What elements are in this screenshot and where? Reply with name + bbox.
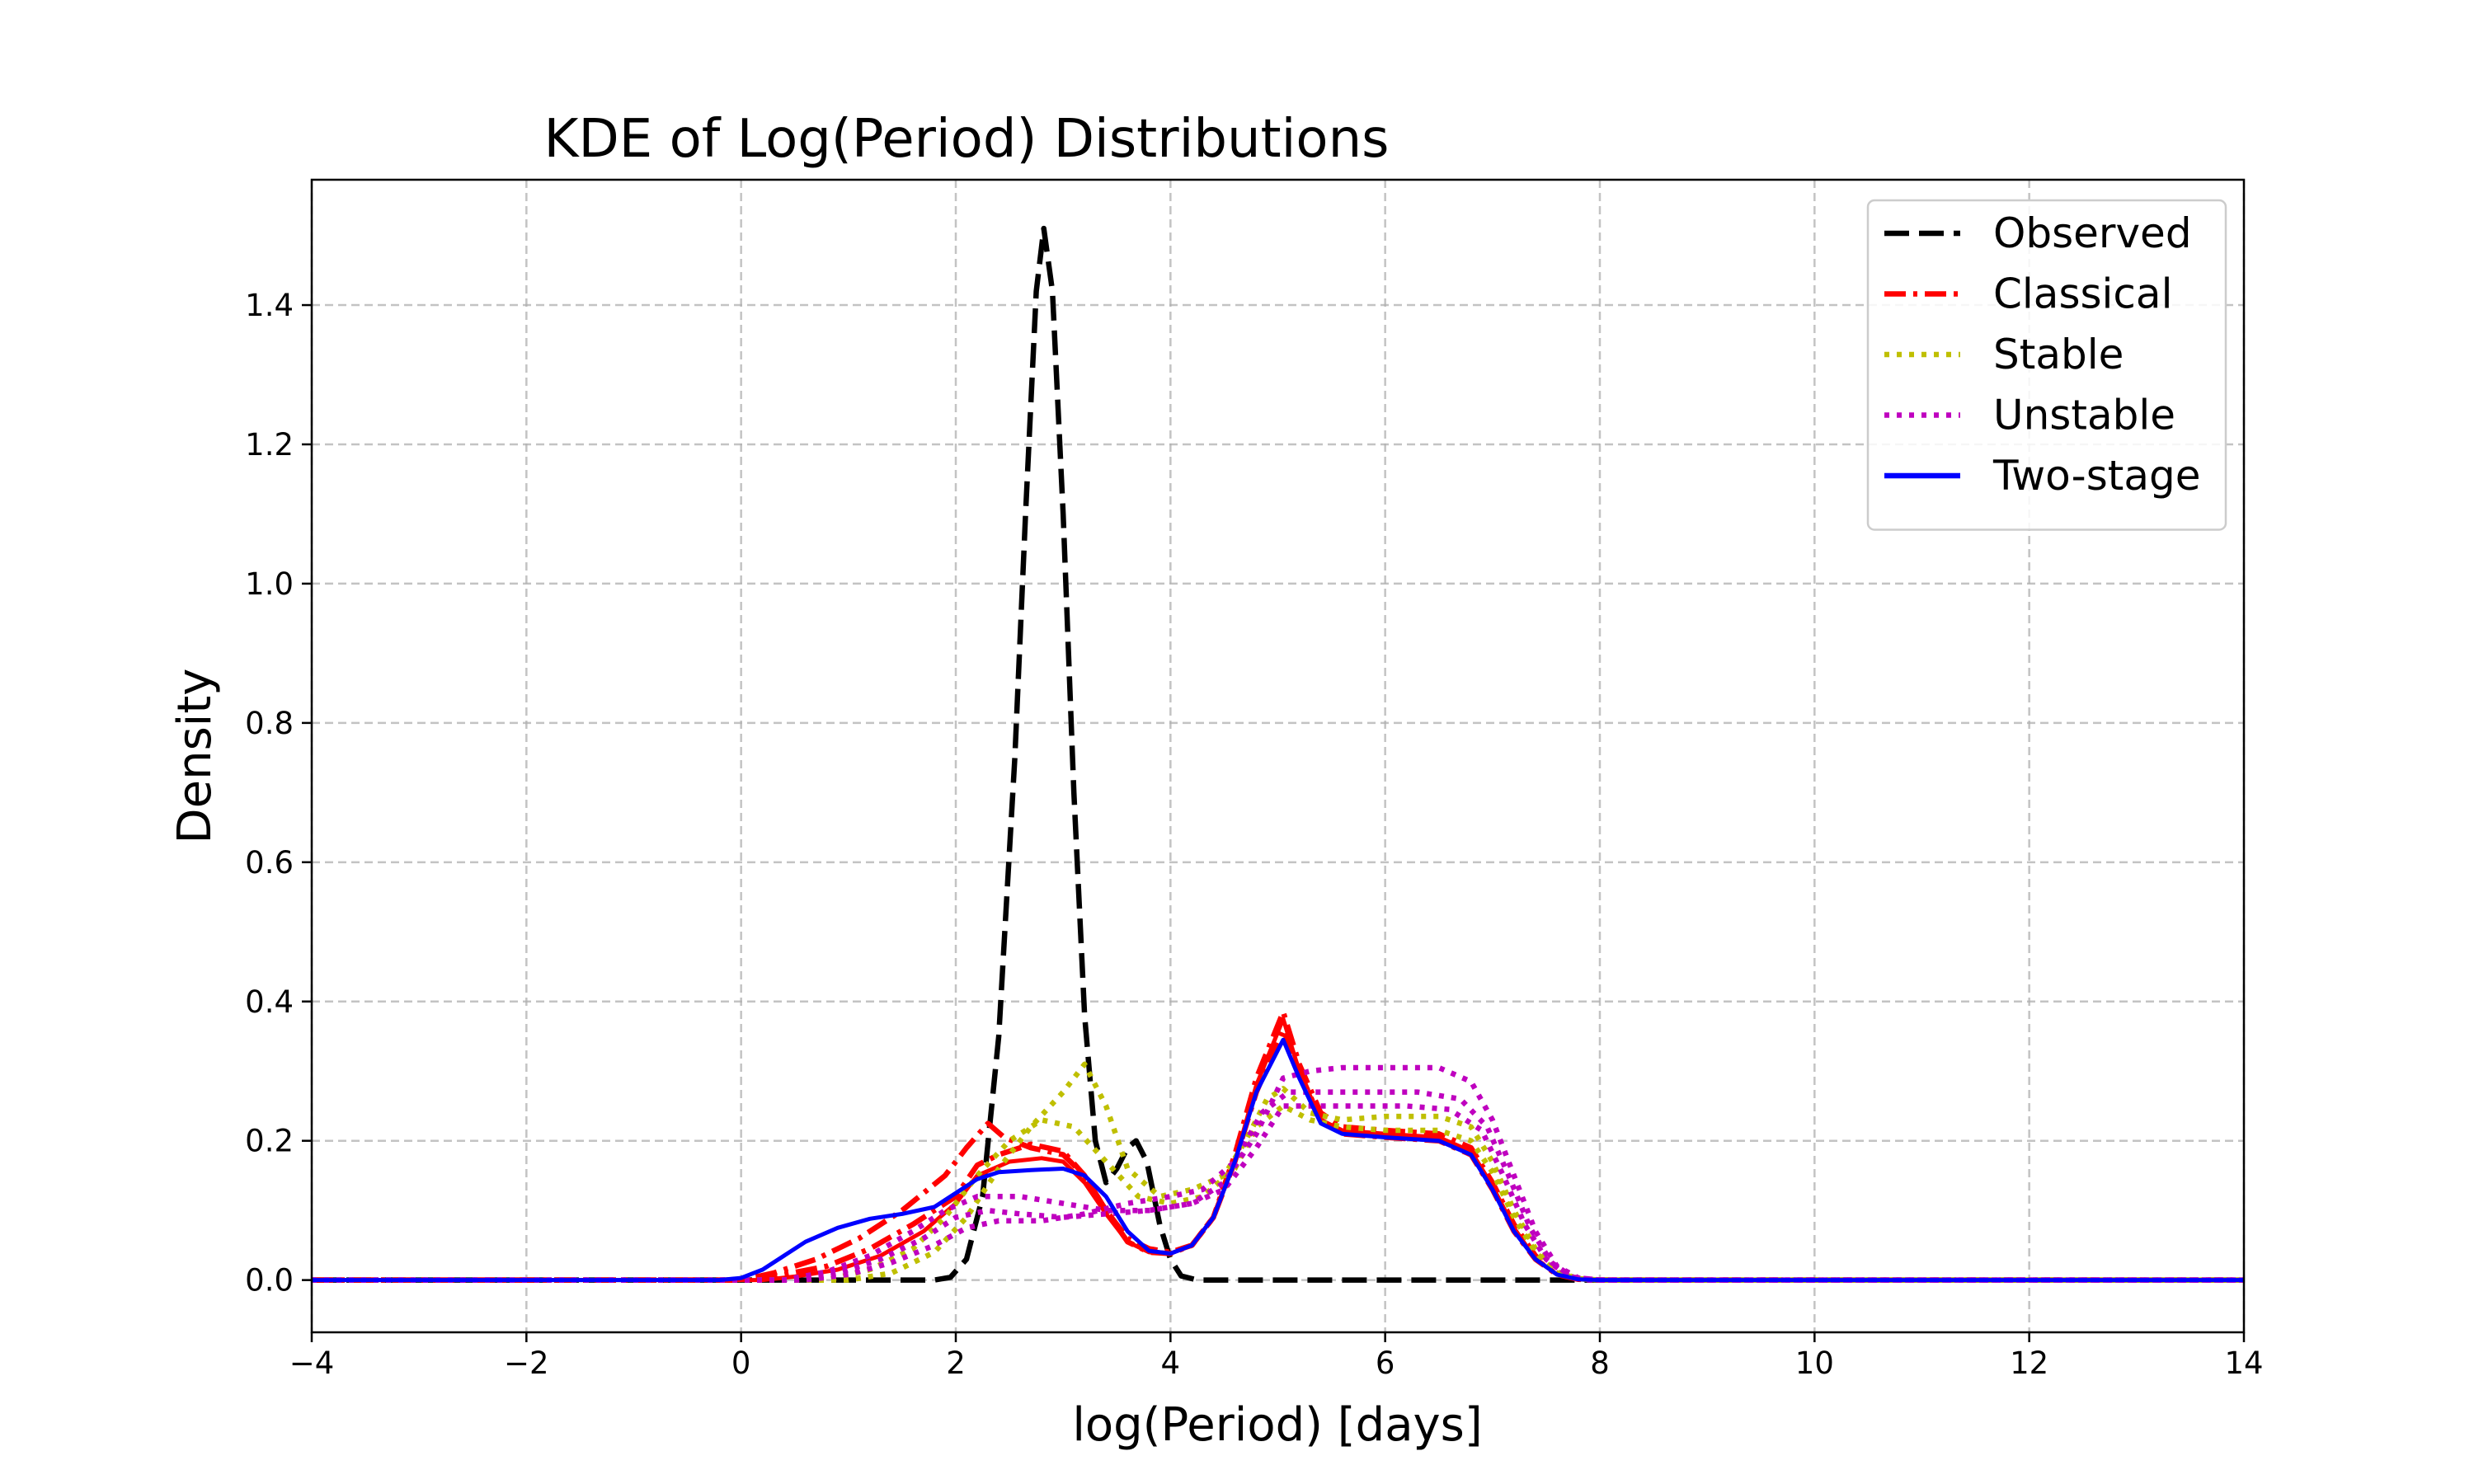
x-tick-label: 2 <box>946 1345 966 1381</box>
x-tick-label: 6 <box>1376 1345 1395 1381</box>
series-line-classical <box>312 1026 2244 1283</box>
legend-box <box>1866 199 2227 531</box>
x-tick-label: −2 <box>504 1345 549 1381</box>
y-tick-label: 0.6 <box>245 845 294 881</box>
x-tick-label: 10 <box>1795 1345 1834 1381</box>
x-tick-label: 0 <box>731 1345 751 1381</box>
y-tick-label: 0.0 <box>245 1263 294 1298</box>
x-tick-label: −4 <box>289 1345 335 1381</box>
y-tick-label: 0.8 <box>245 706 294 741</box>
y-axis-label: Density <box>168 669 222 844</box>
x-tick-label: 14 <box>2224 1345 2263 1381</box>
y-tick-label: 1.0 <box>245 566 294 602</box>
x-axis-label: log(Period) [days] <box>1072 1398 1482 1452</box>
y-tick-label: 0.2 <box>245 1124 294 1159</box>
x-tick-label: 4 <box>1161 1345 1181 1381</box>
y-tick-label: 0.4 <box>245 984 294 1020</box>
legend: Observed Classical Stable Unstable Two-stage <box>1866 199 2227 531</box>
series-line-unstable <box>312 1103 2244 1283</box>
axis-ticks: −4 −2 0 2 4 6 8 10 12 14 0.0 0.2 0.4 0.6 0.8 1.0 1.2 1.4 <box>245 288 2263 1381</box>
legend-label: Stable <box>1993 331 2124 378</box>
x-tick-label: 8 <box>1590 1345 1610 1381</box>
legend-label: Classical <box>1993 270 2172 318</box>
series-line-two-stage <box>312 1037 2244 1283</box>
y-tick-label: 1.4 <box>245 288 294 323</box>
legend-label: Observed <box>1993 209 2192 257</box>
series-line-stable <box>312 1061 2244 1283</box>
series-line-observed <box>312 225 2244 1283</box>
chart-title: KDE of Log(Period) Distributions <box>544 109 1390 170</box>
series-line-stable <box>312 1103 2244 1283</box>
x-tick-label: 12 <box>2010 1345 2048 1381</box>
plot-frame <box>310 178 2246 1334</box>
series-lines <box>312 225 2244 1283</box>
legend-label: Unstable <box>1993 392 2175 439</box>
series-line-unstable <box>312 1064 2244 1283</box>
legend-label: Two-stage <box>1992 452 2201 500</box>
series-line-classical <box>312 1017 2244 1283</box>
series-line-unstable <box>312 1089 2244 1283</box>
y-tick-label: 1.2 <box>245 427 294 463</box>
